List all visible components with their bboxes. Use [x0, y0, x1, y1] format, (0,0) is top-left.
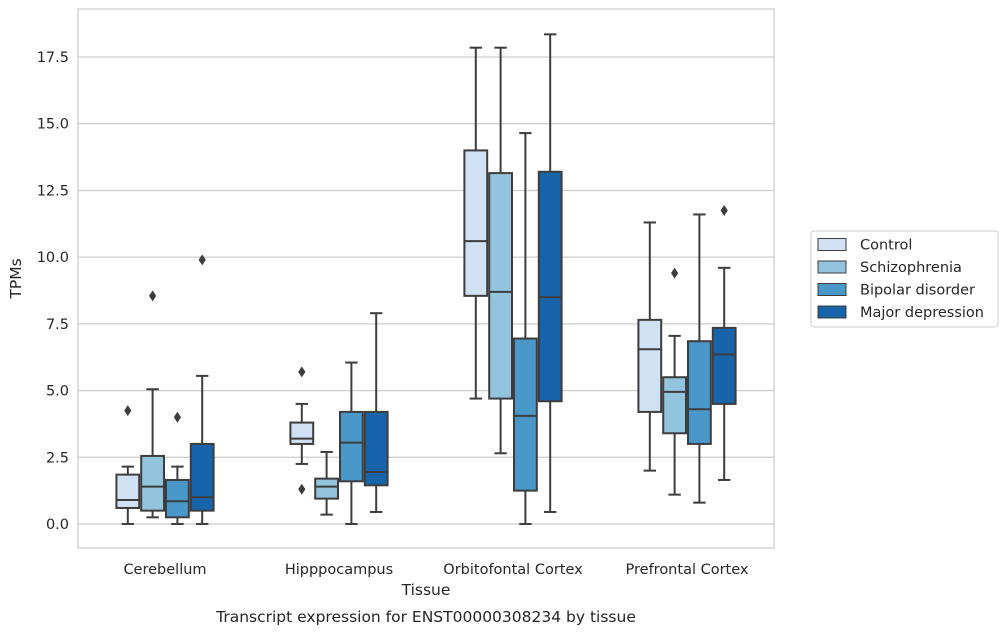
- box-group: [339, 361, 364, 525]
- box-group: [488, 46, 513, 455]
- legend-label: Control: [860, 238, 912, 254]
- y-tick-label: 7.5: [46, 317, 69, 333]
- box-group: [165, 411, 190, 525]
- y-tick-label: 10.0: [37, 250, 69, 266]
- box-group: [189, 254, 215, 525]
- legend: Control Schizophrenia Bipolar disorder Majo…: [810, 230, 999, 328]
- box-group: [537, 33, 563, 513]
- plot-frame: [77, 8, 775, 549]
- legend-item: Major depression: [817, 305, 984, 321]
- outlier-point: [124, 405, 132, 417]
- box-group: [115, 405, 141, 525]
- legend-item: Control: [817, 238, 912, 254]
- box: [289, 421, 315, 445]
- legend-item: Schizophrenia: [817, 260, 962, 276]
- box-group: [687, 213, 712, 504]
- outlier-point: [298, 366, 306, 378]
- box-group: [140, 290, 166, 519]
- box: [537, 170, 563, 403]
- legend-label: Bipolar disorder: [860, 283, 975, 299]
- x-axis-label: Tissue: [401, 581, 451, 599]
- x-tick-label: Prefrontal Cortex: [626, 562, 749, 578]
- x-tick-label: Hipppocampus: [285, 562, 393, 578]
- legend-swatch: [817, 305, 847, 319]
- figure-caption: Transcript expression for ENST0000030823…: [215, 608, 636, 626]
- legend-item: Bipolar disorder: [817, 283, 975, 299]
- box-group: [513, 132, 538, 525]
- box: [140, 454, 166, 512]
- y-tick-label: 0.0: [46, 517, 69, 533]
- box: [463, 149, 489, 297]
- box: [513, 337, 538, 492]
- box-groups: [115, 33, 737, 525]
- y-tick-labels: 0.0 2.5 5.0 7.5 10.0 12.5 15.0 17.5: [37, 50, 69, 533]
- legend-swatch: [817, 238, 847, 251]
- box-group: [463, 46, 489, 400]
- outlier-point: [198, 254, 206, 266]
- outlier-point: [671, 267, 679, 279]
- y-tick-label: 15.0: [37, 117, 69, 133]
- box: [363, 410, 389, 487]
- box: [339, 410, 364, 483]
- x-tick-label: Cerebellum: [123, 562, 206, 578]
- box-group: [289, 366, 315, 495]
- y-tick-label: 12.5: [37, 183, 69, 199]
- outlier-point: [173, 411, 181, 423]
- box: [662, 376, 688, 435]
- x-tick-label: Orbitofontal Cortex: [443, 562, 583, 578]
- legend-frame: [810, 230, 999, 328]
- y-axis-label: TPMs: [7, 258, 25, 299]
- legend-label: Schizophrenia: [860, 260, 962, 276]
- box-group: [662, 267, 688, 496]
- legend-label: Major depression: [860, 305, 984, 321]
- box-group: [363, 312, 389, 513]
- y-tick-label: 17.5: [37, 50, 69, 66]
- legend-swatch: [817, 260, 847, 274]
- outlier-point: [149, 290, 157, 302]
- y-tick-label: 2.5: [46, 450, 69, 466]
- y-tick-label: 5.0: [46, 384, 69, 400]
- box: [314, 477, 339, 500]
- legend-swatch: [817, 283, 847, 296]
- outlier-point: [720, 204, 728, 216]
- box: [189, 442, 215, 512]
- box-group: [637, 221, 663, 472]
- grid-lines: [78, 56, 774, 525]
- box: [711, 326, 737, 405]
- box: [637, 318, 663, 413]
- box: [165, 478, 190, 519]
- box: [687, 340, 712, 445]
- box: [115, 473, 141, 509]
- x-tick-labels: Cerebellum Hipppocampus Orbitofontal Corte…: [123, 562, 748, 578]
- box-group: [314, 450, 339, 516]
- outlier-point: [298, 483, 306, 495]
- box-group: [711, 204, 737, 481]
- box: [488, 172, 513, 400]
